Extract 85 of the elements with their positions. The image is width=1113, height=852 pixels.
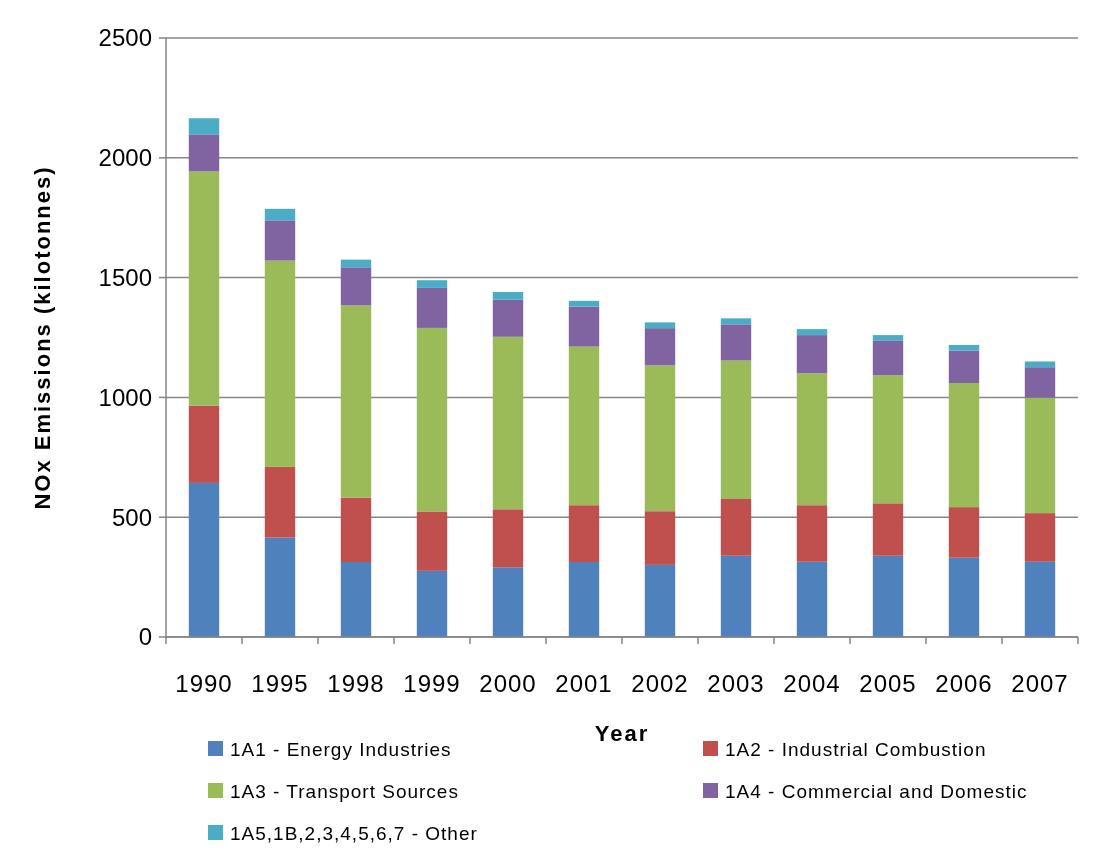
- x-tick-label: 2007: [1011, 670, 1069, 697]
- bar: [796, 561, 828, 637]
- bar: [416, 287, 448, 328]
- x-tick-label: 2004: [783, 670, 841, 697]
- bar: [188, 405, 220, 483]
- bar: [796, 505, 828, 562]
- y-axis-title: NOx Emissions (kilotonnes): [30, 165, 55, 510]
- bar: [340, 259, 372, 268]
- bar: [948, 350, 980, 384]
- x-tick-label: 1995: [251, 670, 309, 697]
- bar: [644, 564, 676, 637]
- bar: [416, 511, 448, 571]
- bar: [188, 134, 220, 172]
- bar: [872, 335, 904, 341]
- x-tick-label: 2006: [935, 670, 993, 697]
- bar: [264, 466, 296, 538]
- bar: [644, 365, 676, 512]
- bar: [492, 336, 524, 510]
- bar: [492, 567, 524, 637]
- bar: [264, 260, 296, 467]
- bar: [872, 503, 904, 556]
- bar: [568, 346, 600, 506]
- bar: [568, 562, 600, 637]
- bar: [492, 291, 524, 300]
- y-tick-label: 1000: [98, 383, 152, 411]
- legend-label: 1A1 - Energy Industries: [230, 738, 452, 760]
- bar: [644, 328, 676, 366]
- bar: [188, 118, 220, 135]
- legend-label: 1A5,1B,2,3,4,5,6,7 - Other: [230, 822, 478, 844]
- bar: [948, 507, 980, 558]
- y-tick-label: 0: [138, 623, 152, 651]
- y-tick-label: 2500: [98, 24, 152, 52]
- bar: [568, 300, 600, 307]
- bar: [796, 329, 828, 336]
- legend-label: 1A4 - Commercial and Domestic: [725, 780, 1028, 802]
- bar: [872, 340, 904, 376]
- bar: [872, 555, 904, 637]
- x-tick-label: 1999: [403, 670, 461, 697]
- bar: [1024, 367, 1056, 398]
- x-tick-label: 2003: [707, 670, 765, 697]
- bar: [264, 208, 296, 221]
- bar: [720, 360, 752, 499]
- legend-label: 1A3 - Transport Sources: [230, 780, 459, 802]
- bar: [568, 306, 600, 347]
- bar: [720, 555, 752, 637]
- bar: [720, 324, 752, 361]
- bar: [796, 373, 828, 506]
- bar: [264, 537, 296, 637]
- bar: [416, 570, 448, 637]
- bar: [644, 511, 676, 565]
- bar: [188, 482, 220, 637]
- bar: [720, 498, 752, 556]
- bar: [948, 557, 980, 637]
- x-axis-title: Year: [594, 721, 650, 746]
- y-tick-label: 1500: [98, 264, 152, 291]
- bar: [1024, 397, 1056, 514]
- bar: [340, 305, 372, 498]
- bar: [796, 335, 828, 374]
- bar: [720, 318, 752, 325]
- x-tick-label: 1990: [175, 670, 233, 697]
- y-tick-label: 2000: [98, 144, 152, 172]
- bar: [492, 299, 524, 337]
- x-tick-label: 2005: [859, 670, 917, 697]
- y-tick-label: 500: [111, 503, 152, 531]
- legend-label: 1A2 - Industrial Combustion: [725, 738, 987, 760]
- bar: [872, 375, 904, 504]
- x-tick-label: 2001: [555, 670, 613, 697]
- bar: [340, 562, 372, 637]
- x-tick-label: 2000: [479, 670, 537, 697]
- bar: [492, 509, 524, 568]
- bar: [948, 344, 980, 351]
- bar: [568, 505, 600, 563]
- x-tick-label: 1998: [327, 670, 385, 697]
- bar: [264, 220, 296, 261]
- bar: [1024, 361, 1056, 368]
- x-tick-label: 2002: [631, 670, 689, 697]
- bar: [416, 280, 448, 288]
- bar: [416, 327, 448, 512]
- bar: [188, 171, 220, 406]
- bar: [948, 383, 980, 508]
- bar: [1024, 513, 1056, 562]
- bar: [340, 267, 372, 306]
- bar: [1024, 561, 1056, 637]
- bar: [644, 322, 676, 329]
- bar: [340, 497, 372, 563]
